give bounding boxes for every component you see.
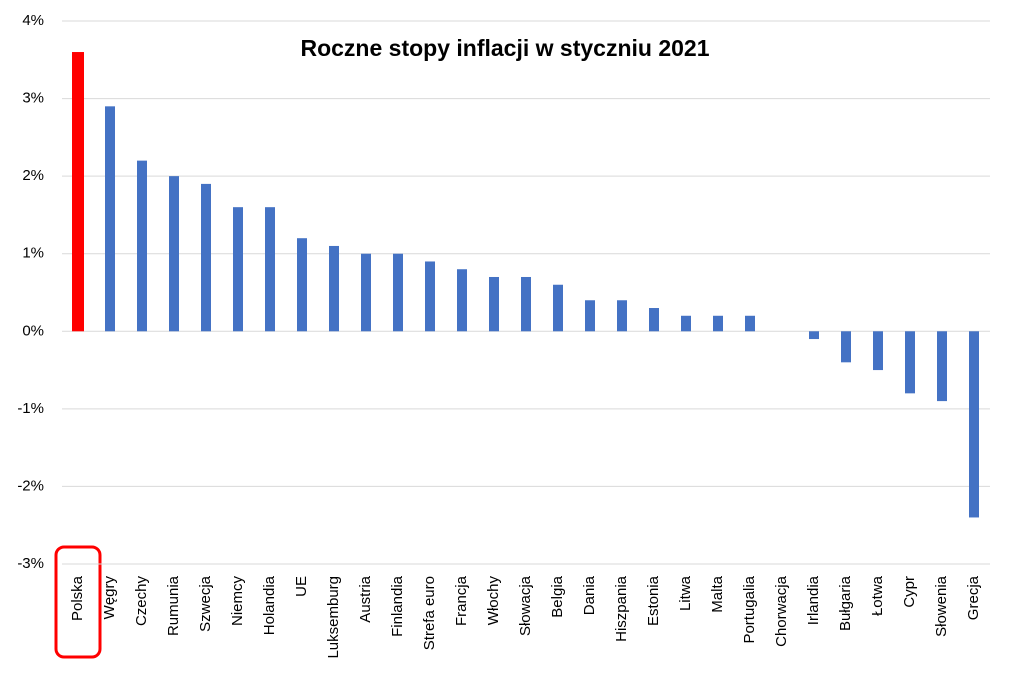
bar: [201, 183, 211, 332]
x-tick-label: Estonia: [645, 575, 662, 626]
x-tick-label: Strefa euro: [421, 576, 438, 650]
x-tick-label: Grecja: [965, 575, 982, 620]
bar: [489, 276, 499, 332]
y-tick-label: 3%: [22, 90, 44, 107]
bar: [841, 331, 851, 363]
y-tick-label: 1%: [22, 245, 44, 262]
bar: [649, 308, 659, 332]
bar: [745, 315, 755, 332]
x-tick-label: Chorwacja: [773, 575, 790, 647]
x-tick-label: Łotwa: [869, 575, 886, 616]
x-tick-label: Cypr: [901, 576, 918, 608]
bar: [169, 176, 179, 332]
bar: [873, 331, 883, 371]
x-tick-label: Irlandia: [805, 575, 822, 625]
bar: [585, 300, 595, 332]
y-tick-label: 4%: [22, 12, 44, 29]
bar: [969, 331, 979, 518]
bar: [937, 331, 947, 402]
bar: [361, 253, 371, 332]
x-tick-label: Portugalia: [741, 575, 758, 643]
x-tick-label: Szwecja: [197, 575, 214, 632]
bar: [681, 315, 691, 332]
x-tick-label: Dania: [581, 575, 598, 615]
bar: [72, 52, 84, 332]
x-tick-label: Polska: [69, 575, 86, 621]
y-tick-label: -1%: [17, 400, 44, 417]
x-tick-label: Słowenia: [933, 575, 950, 637]
x-tick-label: Włochy: [485, 576, 502, 626]
bar: [393, 253, 403, 332]
x-tick-label: Hiszpania: [613, 575, 630, 642]
x-tick-label: Malta: [709, 575, 726, 612]
bar: [713, 315, 723, 332]
x-tick-label: Luksemburg: [325, 576, 342, 659]
x-tick-label: Węgry: [101, 576, 118, 620]
bar: [617, 300, 627, 332]
x-tick-label: Austria: [357, 575, 374, 622]
bar: [265, 207, 275, 332]
bar: [329, 245, 339, 332]
y-tick-label: -2%: [17, 477, 44, 494]
x-tick-label: Holandia: [261, 575, 278, 635]
y-tick-label: 0%: [22, 322, 44, 339]
chart-title: Roczne stopy inflacji w styczniu 2021: [300, 35, 709, 61]
x-tick-label: Francja: [453, 575, 470, 626]
x-tick-label: Belgia: [549, 575, 566, 617]
bar: [457, 269, 467, 332]
bar: [521, 276, 531, 332]
x-tick-label: Niemcy: [229, 576, 246, 627]
bar: [105, 106, 115, 332]
bar: [297, 238, 307, 332]
x-tick-label: Litwa: [677, 575, 694, 611]
bar: [137, 160, 147, 332]
x-tick-label: Bułgaria: [837, 575, 854, 631]
bar: [809, 331, 819, 340]
bar: [233, 207, 243, 332]
y-tick-label: -3%: [17, 555, 44, 572]
bar: [905, 331, 915, 394]
x-tick-label: Finlandia: [389, 575, 406, 637]
bar: [553, 284, 563, 332]
x-tick-label: Rumunia: [165, 575, 182, 636]
y-tick-label: 2%: [22, 167, 44, 184]
x-tick-label: Słowacja: [517, 575, 534, 636]
bar: [425, 261, 435, 332]
x-tick-label: Czechy: [133, 576, 150, 627]
x-tick-label: UE: [293, 576, 310, 597]
highlight-box: [54, 545, 102, 659]
